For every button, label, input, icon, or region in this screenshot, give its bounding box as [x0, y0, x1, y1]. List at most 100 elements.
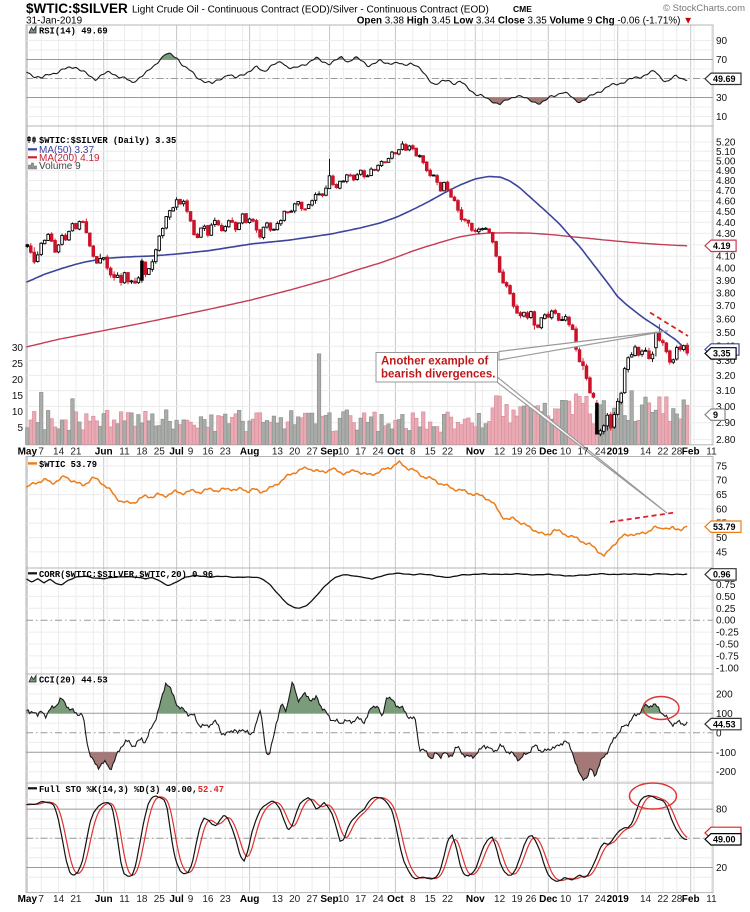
- svg-text:80: 80: [716, 805, 728, 816]
- svg-text:Jun: Jun: [95, 894, 113, 905]
- svg-text:24: 24: [373, 447, 385, 458]
- svg-text:20: 20: [716, 863, 728, 874]
- svg-text:27: 27: [307, 447, 319, 458]
- svg-text:CME: CME: [513, 4, 532, 14]
- svg-text:20: 20: [12, 375, 24, 386]
- svg-text:26: 26: [525, 447, 537, 458]
- svg-text:11: 11: [119, 894, 130, 905]
- svg-text:5.10: 5.10: [716, 147, 736, 158]
- svg-text:Sep: Sep: [320, 447, 338, 458]
- svg-text:-200: -200: [716, 767, 736, 778]
- svg-text:50: 50: [716, 533, 728, 544]
- svg-text:0.00: 0.00: [716, 616, 736, 627]
- svg-text:31-Jan-2019: 31-Jan-2019: [26, 16, 83, 27]
- svg-text:May: May: [18, 447, 38, 458]
- svg-text:20: 20: [289, 894, 301, 905]
- svg-text:Volume 9: Volume 9: [39, 161, 81, 172]
- svg-text:Another example of: Another example of: [381, 356, 489, 368]
- svg-text:75: 75: [716, 461, 728, 472]
- svg-text:-0.50: -0.50: [716, 640, 739, 651]
- svg-text:28: 28: [671, 447, 683, 458]
- svg-text:70: 70: [716, 476, 728, 487]
- svg-text:5.20: 5.20: [716, 138, 736, 149]
- svg-text:3.20: 3.20: [716, 371, 736, 382]
- svg-text:19: 19: [511, 447, 523, 458]
- svg-text:16: 16: [202, 447, 214, 458]
- svg-text:52.47: 52.47: [198, 785, 224, 795]
- svg-text:30: 30: [12, 343, 24, 354]
- svg-text:12: 12: [494, 894, 506, 905]
- svg-text:11: 11: [706, 447, 717, 458]
- svg-text:13: 13: [272, 894, 284, 905]
- svg-text:15: 15: [425, 894, 437, 905]
- svg-text:Dec: Dec: [539, 894, 558, 905]
- svg-text:4.50: 4.50: [716, 207, 736, 218]
- svg-text:9: 9: [713, 410, 718, 420]
- svg-text:-100: -100: [716, 748, 736, 759]
- svg-text:23: 23: [220, 447, 232, 458]
- svg-text:7: 7: [38, 894, 44, 905]
- svg-text:22: 22: [442, 894, 454, 905]
- svg-text:12: 12: [494, 447, 506, 458]
- svg-text:11: 11: [119, 447, 130, 458]
- svg-text:0: 0: [716, 728, 722, 739]
- svg-text:0.50: 0.50: [716, 592, 736, 603]
- svg-text:Feb: Feb: [682, 894, 700, 905]
- svg-text:2.90: 2.90: [716, 418, 736, 429]
- svg-text:17: 17: [355, 447, 367, 458]
- svg-text:11: 11: [706, 894, 717, 905]
- svg-text:3.60: 3.60: [716, 314, 736, 325]
- svg-text:MA(200) 4.19: MA(200) 4.19: [39, 153, 100, 164]
- svg-text:4.19: 4.19: [713, 241, 731, 251]
- svg-text:24: 24: [595, 894, 607, 905]
- svg-text:10: 10: [12, 407, 24, 418]
- svg-text:-0.75: -0.75: [716, 651, 739, 662]
- svg-text:21: 21: [70, 894, 82, 905]
- svg-text:22: 22: [657, 894, 669, 905]
- svg-text:9: 9: [188, 894, 194, 905]
- svg-text:$WTIC:$SILVER: $WTIC:$SILVER: [26, 1, 128, 16]
- svg-text:24: 24: [373, 894, 385, 905]
- svg-text:100: 100: [716, 709, 733, 720]
- svg-text:21: 21: [70, 447, 82, 458]
- svg-text:Dec: Dec: [539, 447, 558, 458]
- svg-text:18: 18: [136, 894, 148, 905]
- svg-text:4.80: 4.80: [716, 176, 736, 187]
- svg-text:Oct: Oct: [387, 894, 404, 905]
- svg-text:Aug: Aug: [240, 894, 259, 905]
- svg-text:10: 10: [338, 894, 350, 905]
- svg-text:10: 10: [560, 447, 572, 458]
- svg-text:25: 25: [154, 894, 166, 905]
- svg-text:25: 25: [12, 359, 24, 370]
- svg-text:49.00: 49.00: [713, 835, 736, 845]
- svg-text:17: 17: [355, 894, 367, 905]
- svg-text:9: 9: [188, 447, 194, 458]
- svg-text:4.90: 4.90: [716, 166, 736, 177]
- svg-text:4.40: 4.40: [716, 218, 736, 229]
- svg-text:4.60: 4.60: [716, 196, 736, 207]
- svg-text:18: 18: [136, 447, 148, 458]
- svg-text:© StockCharts.com: © StockCharts.com: [663, 3, 745, 14]
- svg-text:Nov: Nov: [466, 894, 485, 905]
- svg-text:3.30: 3.30: [716, 356, 736, 367]
- svg-text:Open 3.38 High 3.45 Low 3.34 C: Open 3.38 High 3.45 Low 3.34 Close 3.35 …: [357, 16, 693, 27]
- svg-text:4.10: 4.10: [716, 252, 736, 263]
- svg-text:17: 17: [577, 894, 589, 905]
- svg-text:3.50: 3.50: [716, 328, 736, 339]
- svg-text:3.35: 3.35: [713, 349, 731, 359]
- svg-text:3.90: 3.90: [716, 276, 736, 287]
- svg-text:$WTIC 53.79: $WTIC 53.79: [39, 460, 97, 470]
- svg-text:2.80: 2.80: [716, 435, 736, 446]
- svg-text:19: 19: [511, 894, 523, 905]
- svg-text:3.70: 3.70: [716, 301, 736, 312]
- svg-text:23: 23: [220, 894, 232, 905]
- svg-text:-1.00: -1.00: [716, 663, 739, 674]
- svg-text:53.79: 53.79: [713, 522, 736, 532]
- svg-text:10: 10: [338, 447, 350, 458]
- svg-text:8: 8: [410, 447, 416, 458]
- svg-text:28: 28: [671, 894, 683, 905]
- svg-text:3.00: 3.00: [716, 402, 736, 413]
- svg-text:14: 14: [640, 894, 652, 905]
- svg-text:90: 90: [716, 36, 728, 47]
- svg-text:Full STO %K(14,3) %D(3) 49.00,: Full STO %K(14,3) %D(3) 49.00,: [39, 785, 197, 795]
